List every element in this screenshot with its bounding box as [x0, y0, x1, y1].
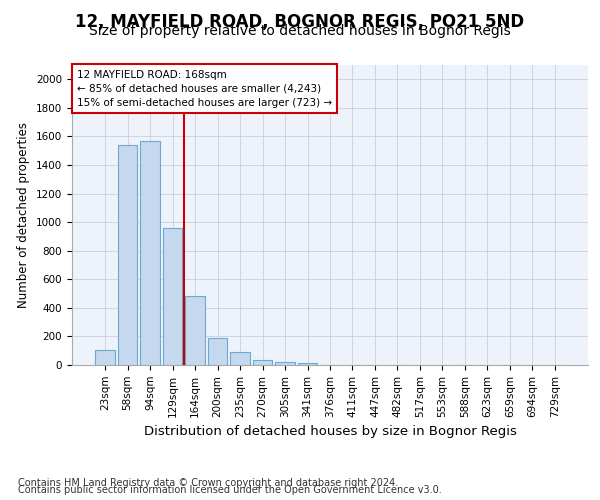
Bar [185, 296, 205, 365]
Text: Contains HM Land Registry data © Crown copyright and database right 2024.: Contains HM Land Registry data © Crown c… [18, 478, 398, 488]
Bar [253, 360, 272, 365]
X-axis label: Distribution of detached houses by size in Bognor Regis: Distribution of detached houses by size … [143, 425, 517, 438]
Bar [230, 352, 250, 365]
Bar [275, 362, 295, 365]
Bar [298, 363, 317, 365]
Bar [208, 338, 227, 365]
Bar [163, 228, 182, 365]
Text: Size of property relative to detached houses in Bognor Regis: Size of property relative to detached ho… [89, 24, 511, 38]
Bar [140, 140, 160, 365]
Y-axis label: Number of detached properties: Number of detached properties [17, 122, 31, 308]
Bar [95, 350, 115, 365]
Text: 12, MAYFIELD ROAD, BOGNOR REGIS, PO21 5ND: 12, MAYFIELD ROAD, BOGNOR REGIS, PO21 5N… [76, 12, 524, 30]
Text: 12 MAYFIELD ROAD: 168sqm
← 85% of detached houses are smaller (4,243)
15% of sem: 12 MAYFIELD ROAD: 168sqm ← 85% of detach… [77, 70, 332, 108]
Bar [118, 145, 137, 365]
Text: Contains public sector information licensed under the Open Government Licence v3: Contains public sector information licen… [18, 485, 442, 495]
